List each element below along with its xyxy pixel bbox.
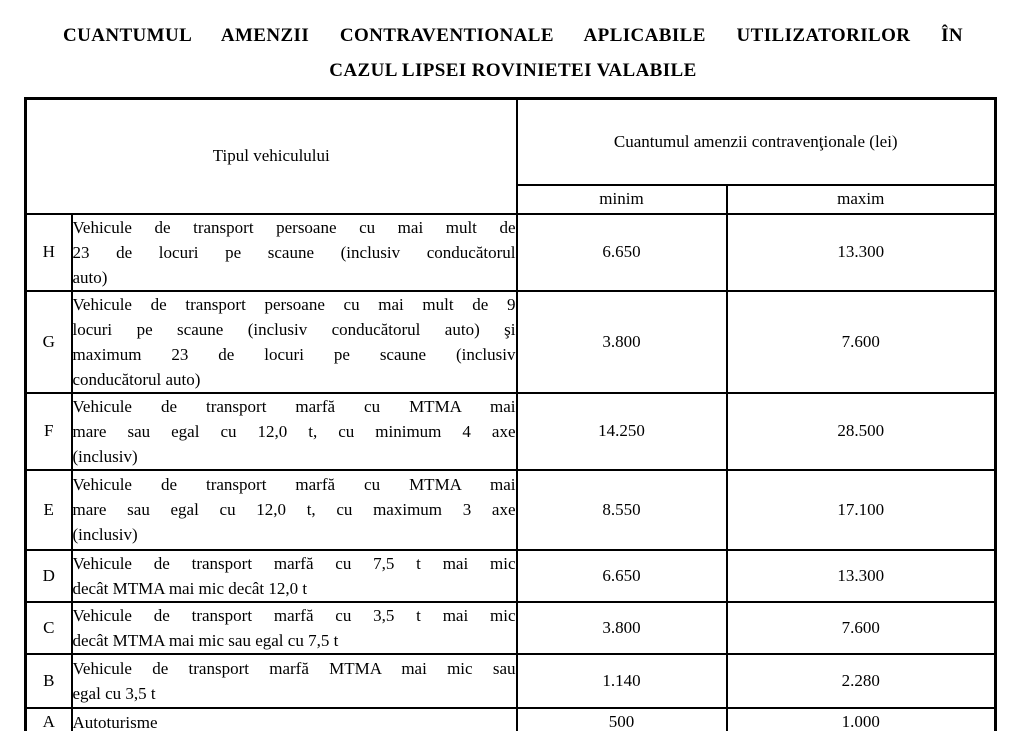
- header-min: minim: [515, 183, 728, 215]
- row-description: Vehicule de transport marfă cu 7,5 t mai…: [70, 548, 518, 603]
- document-title: CUANTUMUL AMENZII CONTRAVENTIONALE APLIC…: [63, 18, 963, 88]
- row-description: Vehicule de transport marfă cu MTMA mai m…: [70, 391, 518, 471]
- description-line: locuri pe scaune (inclusiv conducătorul …: [72, 319, 516, 339]
- description-line: Vehicule de transport marfă cu MTMA mai: [72, 475, 516, 494]
- description-line: (inclusiv): [72, 446, 138, 466]
- description-line: maximum 23 de locuri pe scaune (inclusiv: [72, 344, 516, 364]
- description-line: Vehicule de transport marfă MTMA mai mic…: [72, 658, 516, 678]
- document-title-line-2: CAZUL LIPSEI ROVINIETEI VALABILE: [329, 60, 697, 81]
- description-line: auto): [72, 267, 108, 287]
- description-line: Autoturisme: [72, 712, 158, 731]
- table-header-row-2: minim maxim: [26, 183, 997, 215]
- row-description: Vehicule de transport persoane cu mai mu…: [70, 212, 518, 292]
- row-max-value: 1.000: [725, 706, 997, 731]
- table-row-a: A Autoturisme 500 1.000: [24, 706, 997, 731]
- row-min-value: 6.650: [515, 212, 728, 292]
- description-line: 23 de locuri pe scaune (inclusiv conducă…: [72, 242, 516, 262]
- row-category: C: [24, 600, 73, 655]
- row-min-value: 3.800: [515, 600, 728, 655]
- header-fine-amount: Cuantumul amenzii contravenţionale (lei): [515, 97, 997, 186]
- row-category: E: [24, 468, 73, 551]
- table-row-h: H Vehicule de transport persoane cu mai …: [24, 212, 997, 292]
- row-category: D: [24, 548, 73, 603]
- header-vehicle-type: Tipul vehiculului: [24, 97, 518, 215]
- table-row-c: C Vehicule de transport marfă cu 3,5 t m…: [24, 600, 997, 655]
- description-line: mare sau egal cu 12,0 t, cu minimum 4 ax…: [72, 421, 516, 441]
- document-title-line-1: CUANTUMUL AMENZII CONTRAVENTIONALE APLIC…: [63, 25, 963, 46]
- table-header-row-1: Tipul vehiculului Cuantumul amenzii cont…: [24, 97, 997, 215]
- description-line: decât MTMA mai mic decât 12,0 t: [72, 578, 308, 598]
- row-max-value: 7.600: [725, 289, 997, 394]
- description-line: decât MTMA mai mic sau egal cu 7,5 t: [72, 630, 339, 650]
- row-max-value: 28.500: [725, 391, 997, 471]
- row-category: A: [24, 706, 73, 731]
- table-row-g: G Vehicule de transport persoane cu mai …: [24, 289, 997, 394]
- row-max-value: 7.600: [725, 600, 997, 655]
- table-row-e: E Vehicule de transport marfă cu MTMA ma…: [24, 468, 997, 551]
- row-max-value: 13.300: [725, 212, 997, 292]
- row-description: Vehicule de transport marfă cu 3,5 t mai…: [70, 600, 518, 655]
- description-line: conducătorul auto): [72, 369, 201, 389]
- row-min-value: 1.140: [515, 652, 728, 709]
- row-category: B: [24, 652, 73, 709]
- description-line: Vehicule de transport marfă cu 3,5 t mai…: [72, 605, 516, 625]
- row-description: Vehicule de transport persoane cu mai mu…: [70, 289, 518, 394]
- description-line: Vehicule de transport marfă cu MTMA mai: [72, 396, 516, 416]
- description-line: Vehicule de transport persoane cu mai mu…: [72, 294, 516, 314]
- row-min-value: 3.800: [515, 289, 728, 394]
- description-line: egal cu 3,5 t: [72, 683, 156, 703]
- row-max-value: 17.100: [725, 468, 997, 551]
- row-category: F: [24, 391, 73, 471]
- row-min-value: 500: [515, 706, 728, 731]
- row-description: Vehicule de transport marfă cu MTMA mai m…: [70, 468, 518, 551]
- row-min-value: 14.250: [515, 391, 728, 471]
- row-max-value: 13.300: [725, 548, 997, 603]
- description-line: mare sau egal cu 12,0 t, cu maximum 3 ax…: [72, 500, 516, 519]
- row-description: Autoturisme: [70, 706, 518, 731]
- row-category: H: [24, 212, 73, 292]
- table-row-b: B Vehicule de transport marfă MTMA mai m…: [24, 652, 997, 709]
- row-min-value: 8.550: [515, 468, 728, 551]
- table-row-d: D Vehicule de transport marfă cu 7,5 t m…: [24, 548, 997, 603]
- row-min-value: 6.650: [515, 548, 728, 603]
- description-line: Vehicule de transport persoane cu mai mu…: [72, 217, 516, 237]
- fines-table: Tipul vehiculului Cuantumul amenzii cont…: [24, 97, 997, 731]
- header-max: maxim: [725, 183, 997, 215]
- description-line: Vehicule de transport marfă cu 7,5 t mai…: [72, 553, 516, 573]
- table-row-f: F Vehicule de transport marfă cu MTMA ma…: [24, 391, 997, 471]
- description-line: (inclusiv): [72, 525, 138, 544]
- row-category: G: [24, 289, 73, 394]
- row-description: Vehicule de transport marfă MTMA mai mic…: [70, 652, 518, 709]
- row-max-value: 2.280: [725, 652, 997, 709]
